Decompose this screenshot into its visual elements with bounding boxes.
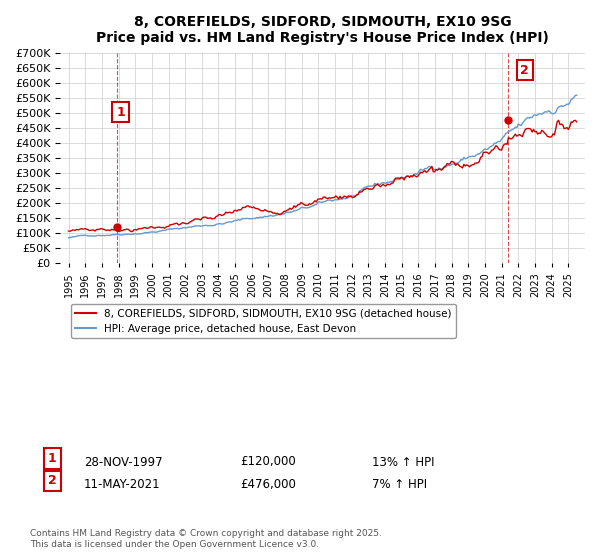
Text: Contains HM Land Registry data © Crown copyright and database right 2025.
This d: Contains HM Land Registry data © Crown c…: [30, 529, 382, 549]
Text: 13% ↑ HPI: 13% ↑ HPI: [372, 455, 434, 469]
Text: 11-MAY-2021: 11-MAY-2021: [84, 478, 161, 491]
Text: 28-NOV-1997: 28-NOV-1997: [84, 455, 163, 469]
Text: £120,000: £120,000: [240, 455, 296, 469]
Text: £476,000: £476,000: [240, 478, 296, 491]
Text: 1: 1: [48, 452, 57, 465]
Title: 8, COREFIELDS, SIDFORD, SIDMOUTH, EX10 9SG
Price paid vs. HM Land Registry's Hou: 8, COREFIELDS, SIDFORD, SIDMOUTH, EX10 9…: [96, 15, 549, 45]
Text: 2: 2: [520, 64, 529, 77]
Text: 2: 2: [48, 474, 57, 487]
Text: 7% ↑ HPI: 7% ↑ HPI: [372, 478, 427, 491]
Text: 1: 1: [116, 106, 125, 119]
Legend: 8, COREFIELDS, SIDFORD, SIDMOUTH, EX10 9SG (detached house), HPI: Average price,: 8, COREFIELDS, SIDFORD, SIDMOUTH, EX10 9…: [71, 304, 455, 338]
